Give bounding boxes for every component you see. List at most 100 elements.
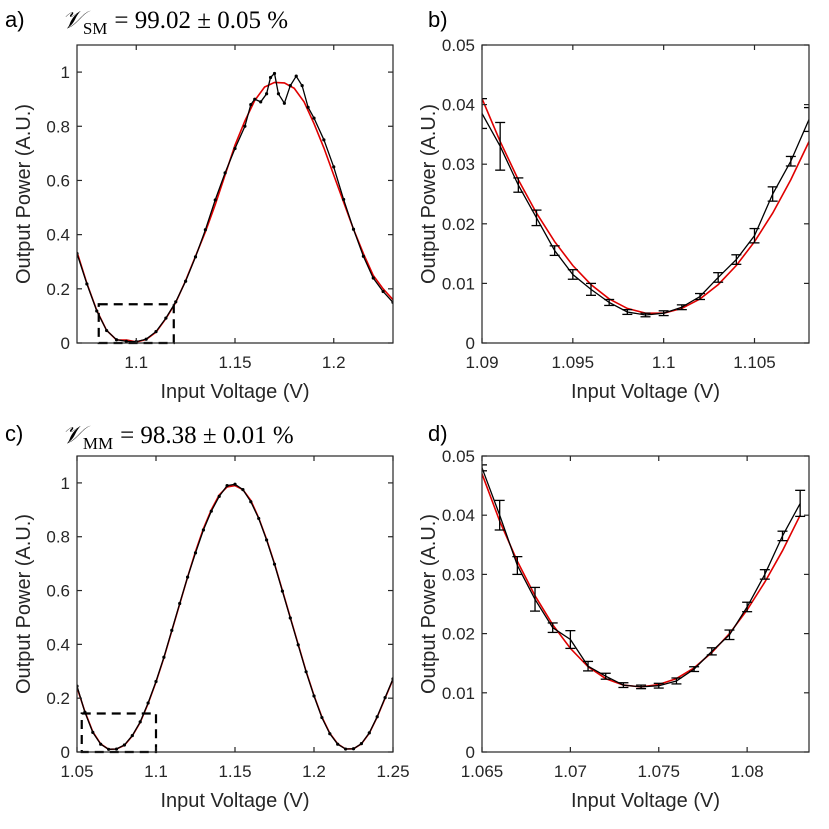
error-bar [512,555,523,576]
data-point [249,500,253,504]
data-point [282,101,286,105]
data-point [336,742,340,746]
x-tick-label: 1.08 [731,762,764,781]
error-bar [583,660,594,672]
error-bar [495,121,506,171]
error-bar [724,629,735,641]
x-tick-label: 1.075 [637,762,680,781]
y-tick-label: 0 [466,334,475,353]
data-point [209,509,213,513]
y-tick-label: 0 [61,334,70,353]
data-point [253,97,257,101]
y-tick-label: 0.01 [442,274,475,293]
measured-curve [77,483,393,750]
data-point [162,655,166,659]
data-point [351,747,356,751]
data-point [164,316,168,320]
error-bar [676,304,687,311]
error-bar [636,684,647,690]
data-point [249,103,253,107]
data-point [223,171,227,175]
x-axis-label: Input Voltage (V) [571,381,720,403]
data-point [351,227,356,231]
data-point [257,516,261,521]
error-bar [513,177,524,193]
error-bar [604,298,615,307]
data-point [170,628,174,632]
data-point [312,116,316,120]
x-axis-label: Input Voltage (V) [571,790,720,812]
x-tick-label: 1.07 [554,762,587,781]
panel-b: b) 1.09 1.095 1.1 1.105 0 0.01 0.02 0.03 0.04 0.05… [418,7,810,403]
x-tick-label: 1.2 [302,762,326,781]
visibility-value: = 99.02 ± 0.05 % [114,7,288,34]
plot-area [482,464,806,690]
data-point [344,747,348,751]
data-point [300,84,304,88]
visibility-value: = 98.38 ± 0.01 % [120,422,294,449]
y-axis-label: Output Power (A.U.) [13,104,35,284]
data-point [233,482,237,486]
measured-curve [482,113,809,316]
x-tick-label: 1.15 [218,353,251,372]
error-bar [531,209,542,227]
data-point [122,743,126,747]
data-point [268,75,273,80]
plot-area [77,71,393,343]
data-point [114,747,119,751]
error-bar [671,677,682,685]
data-point [114,338,119,342]
y-axis-label: Output Power (A.U.) [13,514,35,694]
visibility-annotation: 𝒱SM = 99.02 ± 0.05 % [62,7,288,38]
data-point [280,589,284,593]
zoom-region-box [80,712,158,754]
data-point [201,528,205,532]
data-point [288,84,292,88]
data-point [144,337,148,341]
error-bar [742,601,753,613]
y-tick-label: 0.2 [46,689,70,708]
data-point [272,562,277,566]
fit-curve [482,473,801,688]
y-tick-label: 0.02 [442,625,475,644]
visibility-subscript: SM [83,19,108,38]
visibility-subscript: MM [83,434,113,453]
error-bar [482,464,487,472]
data-point [217,494,221,498]
data-point [332,165,336,169]
y-tick-label: 0.05 [442,447,475,466]
plot-area [482,97,809,318]
panel-label: b) [428,7,448,32]
y-tick-label: 0.05 [442,36,475,55]
data-point [203,228,207,232]
axes-frame [76,44,394,344]
data-point [186,575,190,579]
error-bar [706,647,717,656]
x-tick-label: 1.25 [376,762,409,781]
data-point [91,730,95,734]
data-point [265,92,269,96]
error-bar [785,155,796,167]
data-point [154,679,158,684]
y-tick-label: 0.02 [442,215,475,234]
data-point [288,616,292,620]
y-tick-label: 0.6 [46,171,70,190]
error-bar [640,312,651,318]
error-bar [494,499,505,531]
data-point [85,282,89,286]
fit-curve [482,98,809,314]
panel-label: d) [428,421,448,446]
visibility-annotation: 𝒱MM = 98.38 ± 0.01 % [62,422,294,453]
y-tick-label: 0.6 [46,582,70,601]
data-point [265,538,269,542]
data-point [233,146,237,151]
data-point [95,309,99,313]
error-bar [804,106,809,133]
axes-frame [76,455,394,753]
data-point [381,289,385,294]
data-point [225,484,229,488]
y-tick-label: 1 [61,474,70,493]
data-point [312,694,316,698]
data-point [174,300,178,304]
